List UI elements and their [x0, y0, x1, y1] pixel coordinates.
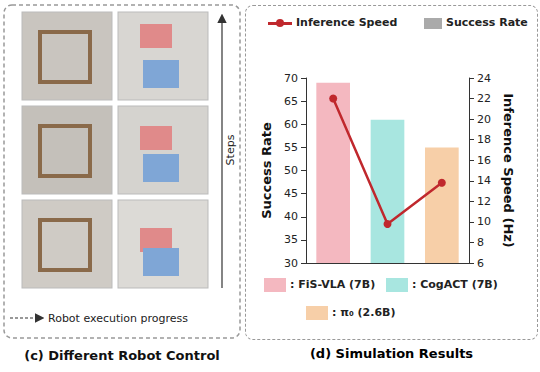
- html-text:: FiS-VLA (7B): : FiS-VLA (7B): [290, 278, 376, 291]
- svg-text:45: 45: [284, 187, 298, 200]
- html-text:(d) Simulation Results: (d) Simulation Results: [309, 346, 474, 361]
- svg-text:Inference Speed (Hz): Inference Speed (Hz): [501, 93, 516, 248]
- html-text:Inference Speed: Inference Speed: [296, 16, 398, 29]
- svg-text:18: 18: [477, 133, 491, 146]
- svg-text:60: 60: [284, 118, 298, 131]
- svg-text:Robot execution progress: Robot execution progress: [48, 312, 188, 325]
- svg-text:55: 55: [284, 141, 298, 154]
- svg-text:50: 50: [284, 164, 298, 177]
- svg-text:6: 6: [477, 257, 484, 270]
- svg-text:(c) Different Robot Control: (c) Different Robot Control: [24, 348, 220, 363]
- svg-text:22: 22: [477, 92, 491, 105]
- svg-text:Steps: Steps: [224, 134, 237, 165]
- svg-text:20: 20: [477, 113, 491, 126]
- svg-text:Success Rate: Success Rate: [259, 122, 274, 219]
- svg-text:10: 10: [477, 215, 491, 228]
- html-text:Success Rate: Success Rate: [446, 16, 528, 29]
- svg-text:35: 35: [284, 233, 298, 246]
- svg-text:24: 24: [477, 72, 491, 85]
- svg-text:8: 8: [477, 236, 484, 249]
- html-text:: CogACT (7B): : CogACT (7B): [412, 278, 498, 291]
- svg-text:65: 65: [284, 95, 298, 108]
- html-text:: π₀ (2.6B): : π₀ (2.6B): [332, 306, 396, 319]
- svg-text:12: 12: [477, 195, 491, 208]
- svg-text:16: 16: [477, 154, 491, 167]
- svg-text:70: 70: [284, 72, 298, 85]
- svg-text:14: 14: [477, 174, 491, 187]
- svg-text:30: 30: [284, 257, 298, 270]
- svg-text:40: 40: [284, 210, 298, 223]
